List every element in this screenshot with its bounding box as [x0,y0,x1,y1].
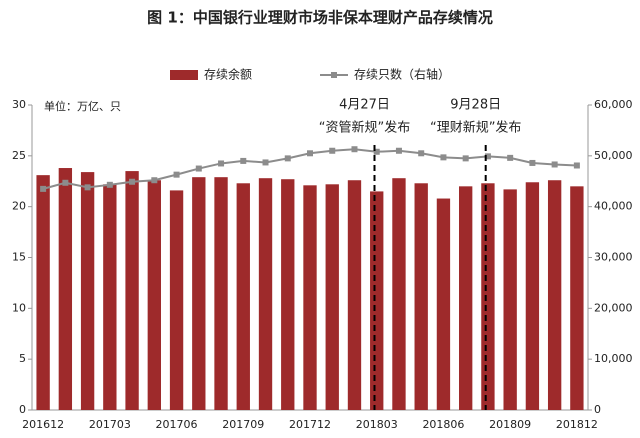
chart-title: 图 1：中国银行业理财市场非保本理财产品存续情况 [147,9,493,27]
line-marker [40,185,47,192]
x-tick-label: 201712 [289,418,331,431]
legend-label: 存续余额 [204,67,252,82]
bar [125,171,139,410]
x-tick-label: 201809 [489,418,531,431]
bar [347,180,362,410]
annotation-date: 4月27日 [339,98,390,113]
annotation-date: 9月28日 [450,98,501,113]
y2-tick-label: 30,000 [594,251,633,264]
y-tick-label: 30 [12,98,26,111]
line-marker [418,150,425,157]
line-marker [151,177,158,184]
bar [370,191,384,410]
line-marker [62,179,69,186]
line-marker [462,155,469,162]
y-tick-label: 5 [19,352,26,365]
bar [36,175,50,410]
line-marker [240,157,247,164]
line-marker [351,146,358,153]
bar [570,186,584,410]
line-marker [84,184,91,191]
bar [147,180,161,410]
x-tick-label: 201612 [22,418,64,431]
bar [459,186,473,410]
y2-tick-label: 60,000 [594,98,633,111]
line-marker [507,154,514,161]
legend-swatch [170,70,198,80]
y2-tick-label: 40,000 [594,200,633,213]
line-marker [307,150,313,157]
line-marker [106,181,113,188]
bar [481,183,495,410]
x-tick-label: 201812 [556,418,598,431]
line-marker [218,160,225,167]
line-marker [195,165,202,172]
line-marker [373,148,380,155]
bar [58,168,73,410]
x-tick-label: 201803 [356,418,398,431]
line-marker [529,159,536,166]
y-tick-label: 15 [12,251,26,264]
bar [303,185,317,410]
legend-label: 存续只数（右轴） [354,67,450,82]
bar [503,189,517,410]
line-marker [551,161,558,168]
y-tick-label: 20 [12,200,26,213]
y-tick-label: 0 [19,403,26,416]
bar [525,182,540,410]
bar [414,183,428,410]
line-marker [262,159,269,166]
legend-swatch [331,72,337,78]
bar [169,190,184,410]
line-marker [129,178,136,185]
bar [547,180,562,410]
y2-tick-label: 20,000 [594,301,633,314]
bar [325,184,339,410]
line-marker [329,147,336,154]
line-marker [573,162,580,169]
unit-label: 单位：万亿、只 [44,99,121,113]
bar [192,177,206,410]
annotation-text: “资管新规”发布 [319,120,410,136]
bar [392,178,406,410]
x-tick-label: 201806 [422,418,464,431]
bar [236,183,250,410]
x-tick-label: 201709 [222,418,264,431]
line-marker [484,153,491,160]
line-marker [440,154,447,161]
y-tick-label: 10 [12,301,26,314]
y2-tick-label: 50,000 [594,149,633,162]
y2-tick-label: 0 [594,403,601,416]
line-marker [395,147,402,154]
bar [80,172,95,410]
x-tick-label: 201703 [89,418,131,431]
bar [258,178,273,410]
line-marker [173,171,180,178]
y-tick-label: 25 [12,149,26,162]
bar [281,179,295,410]
annotation-text: “理财新规”发布 [430,120,521,136]
y2-tick-label: 10,000 [594,352,633,365]
line-marker [284,155,291,162]
bar [103,184,117,410]
x-tick-label: 201706 [156,418,198,431]
bar [214,177,228,410]
bar [436,198,451,410]
